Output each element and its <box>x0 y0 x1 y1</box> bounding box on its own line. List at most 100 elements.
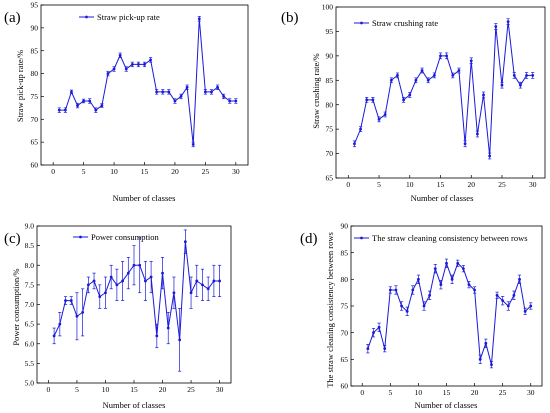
panel-b-data-point <box>531 74 535 77</box>
panel-b-data-point <box>439 54 442 58</box>
panel-d-x-tick-label: 20 <box>471 388 479 397</box>
panel-b-data-point <box>512 74 516 77</box>
panel-d-x-tick-label: 5 <box>388 388 392 397</box>
panel-b-xlabel: Number of classes <box>411 193 474 203</box>
panel-b-y-tick-label: 65 <box>326 174 334 183</box>
panel-d-data-point <box>456 261 460 265</box>
panel-b-data-point <box>396 74 399 77</box>
panel-d-series-line <box>367 261 532 365</box>
panel-c-x-tick-label: 30 <box>216 385 224 394</box>
panel-b-data-point <box>475 132 479 136</box>
panel-c-x-tick-label: 20 <box>159 385 167 394</box>
panel-a-data-point <box>191 143 195 146</box>
panel-a-x-tick-label: 30 <box>232 167 240 176</box>
panel-a-data-point <box>197 17 201 21</box>
panel-b-data-point <box>519 83 522 87</box>
panel-a-series-line <box>59 18 236 145</box>
panel-b-y-tick-label: 80 <box>326 100 334 109</box>
panel-b-data-point <box>414 78 418 82</box>
panel-a-data-point <box>100 104 104 107</box>
panel-c-data-point <box>81 310 85 314</box>
panel-a-data-point <box>106 72 110 75</box>
panel-b-data-point <box>451 74 455 77</box>
panel-d-data-point <box>372 331 375 335</box>
panel-a-y-tick-label: 80 <box>31 69 39 78</box>
panel-c-data-point <box>69 299 73 302</box>
panel-c-data-point <box>206 287 210 291</box>
panel-c-y-tick-label: 9.0 <box>25 222 35 231</box>
panel-b-data-point <box>432 74 436 77</box>
panel-b-y-tick-label: 90 <box>326 51 334 60</box>
panel-a-data-point <box>137 63 140 66</box>
panel-d-legend: The straw cleaning consistency between r… <box>354 233 528 243</box>
panel-d-data-point <box>467 283 471 287</box>
panel-c-data-point <box>149 275 153 279</box>
panel-d-ylabel: The straw cleaning consistency between r… <box>325 232 335 388</box>
panel-c-data-point <box>132 263 136 267</box>
panel-a-data-point <box>112 67 116 71</box>
panel-c-data-point <box>161 271 164 275</box>
panel-b-data-point <box>420 69 424 72</box>
panel-d-x-tick-label: 30 <box>527 388 535 397</box>
panel-b-y-tick-label: 75 <box>326 125 334 134</box>
panel-c-y-tick-label: 5.5 <box>25 359 35 368</box>
panel-b-letter: (b) <box>281 10 299 26</box>
panel-d-data-point <box>405 309 409 313</box>
panel-b-legend-label: Straw crushing rate <box>372 18 438 28</box>
panel-c-data-point <box>195 279 199 283</box>
panel-c-data-point <box>155 334 159 338</box>
panel-d-data-point <box>484 341 488 345</box>
panel-a-y-tick-label: 65 <box>31 138 39 147</box>
panel-c-data-point <box>183 240 187 244</box>
panel-d-data-point <box>450 277 454 281</box>
panel-c-data-point <box>138 263 142 267</box>
panel-a-data-point <box>234 99 238 103</box>
panel-c-legend: Power consumption <box>73 232 160 242</box>
panel-a-data-point <box>70 90 73 94</box>
panel-c-data-point <box>201 283 204 287</box>
panel-d-y-tick-label: 80 <box>341 275 349 284</box>
panel-c-data-point <box>126 271 130 275</box>
panel-a-x-tick-label: 0 <box>51 167 55 176</box>
panel-c-data-point <box>115 283 119 287</box>
panel-b-data-point <box>371 98 375 102</box>
panel-a-ylabel: Straw pick-up rate/% <box>15 50 25 122</box>
panel-d-data-point <box>495 293 499 297</box>
panel-a-letter: (a) <box>4 10 21 26</box>
panel-c-y-tick-label: 7.0 <box>25 300 35 309</box>
panel-c-xlabel: Number of classes <box>103 400 166 410</box>
panel-d-x-tick-label: 0 <box>360 388 364 397</box>
panel-a-data-point <box>76 104 79 107</box>
panel-a-y-tick-label: 95 <box>31 1 39 10</box>
panel-d-data-point <box>383 347 387 351</box>
panel-b-data-point <box>377 117 381 121</box>
panel-d-xlabel: Number of classes <box>415 400 478 410</box>
panel-b-y-tick-label: 85 <box>326 76 334 85</box>
panel-b-data-point <box>389 78 393 82</box>
panel-a-data-point <box>216 85 219 89</box>
panel-a-data-point <box>94 108 98 112</box>
panel-c-y-tick-label: 8.5 <box>25 241 35 250</box>
panel-c-data-point <box>58 322 62 326</box>
panel-b-data-point <box>463 142 467 146</box>
panel-c-legend-marker <box>79 235 82 239</box>
panel-c-data-point <box>212 279 216 283</box>
panel-b-x-tick-label: 0 <box>346 180 350 189</box>
panel-c-data-point <box>64 299 67 302</box>
panel-b-x-tick-label: 25 <box>498 180 506 189</box>
panel-a-data-point <box>185 85 189 89</box>
panel-d-data-point <box>377 325 381 329</box>
panel-a-data-point <box>167 90 171 94</box>
panel-b-data-point <box>408 93 412 97</box>
panel-d-data-point <box>473 288 476 292</box>
panel-c-plot: 0 5 10 15 20 25 30 5.0 5.5 6.0 6.5 7.0 7.5 8.0 8.5 9.0 <box>25 222 232 394</box>
panel-b-data-point <box>469 59 473 63</box>
panel-b-x-tick-label: 20 <box>467 180 475 189</box>
panel-d-frame <box>350 225 543 387</box>
panel-c-data-point <box>98 295 102 299</box>
panel-b-x-tick-label: 15 <box>437 180 445 189</box>
panel-d: (d) 0 5 10 15 20 25 30 60 65 70 75 80 85 90 The straw… <box>300 222 543 410</box>
panel-a-x-tick-label: 5 <box>82 167 86 176</box>
panel-b-y-tick-label: 70 <box>326 149 334 158</box>
